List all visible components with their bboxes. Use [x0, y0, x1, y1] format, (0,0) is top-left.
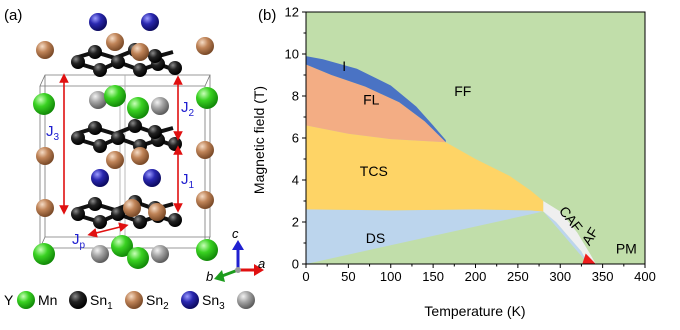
panel-b-label: (b) — [258, 7, 276, 24]
jp-arrow — [87, 222, 129, 238]
j1-label: J1 — [181, 171, 195, 191]
region-ds — [306, 209, 589, 264]
y-tick-label: 2 — [292, 215, 299, 230]
region-tcs — [306, 125, 544, 212]
mn-layer-middle — [71, 119, 182, 153]
region-label-ff: FF — [454, 83, 471, 99]
legend-y-label: Y — [4, 292, 14, 308]
x-tick-label: 350 — [592, 269, 614, 284]
panel-a: (a) — [4, 7, 265, 312]
y-tick-label: 0 — [292, 257, 299, 272]
x-tick-label: 150 — [422, 269, 444, 284]
x-tick-label: 0 — [302, 269, 309, 284]
j3-label: J3 — [46, 123, 60, 143]
y-atoms — [33, 85, 218, 269]
phase-diagram-plot: 0 50 100 150 200 250 300 350 400 0 2 4 6 8 10 12 I FL FF TC… — [285, 5, 656, 285]
legend-mn-swatch — [69, 291, 87, 309]
x-tick-label: 100 — [380, 269, 402, 284]
region-i — [306, 56, 446, 143]
axis-c-label: c — [232, 226, 239, 241]
y-tick-label: 12 — [285, 5, 299, 20]
x-tick-label: 50 — [341, 269, 355, 284]
legend-sn3-swatch — [237, 291, 255, 309]
region-af — [582, 253, 596, 264]
mn-atoms-top — [71, 43, 182, 77]
legend-sn2-label: Sn2 — [146, 292, 169, 312]
mn-layer-top — [71, 43, 182, 77]
sn3-atoms — [89, 13, 161, 187]
x-axis-title: Temperature (K) — [424, 303, 525, 319]
legend-sn3-label: Sn3 — [202, 292, 225, 312]
coupling-arrows — [59, 73, 183, 238]
legend-sn2-swatch — [181, 291, 199, 309]
x-tick-label: 400 — [634, 269, 656, 284]
y-axis-title: Magnetic field (T) — [251, 86, 267, 194]
region-fl — [306, 64, 446, 143]
region-label-tcs: TCS — [360, 163, 388, 179]
sn2-atoms — [36, 33, 214, 221]
j2-label: J2 — [181, 99, 195, 119]
axis-b-label: b — [206, 269, 213, 284]
legend-sn1-label: Sn1 — [90, 292, 113, 312]
region-label-i: I — [342, 58, 346, 74]
region-label-fl: FL — [363, 91, 380, 107]
axis-a-label: a — [258, 256, 265, 271]
legend-mn-label: Mn — [38, 292, 57, 308]
panel-a-label: (a) — [4, 7, 22, 24]
x-tick-label: 300 — [549, 269, 571, 284]
region-label-ds: DS — [366, 230, 385, 246]
y-tick-label: 10 — [285, 47, 299, 62]
crystal-axes: c a b — [206, 226, 265, 284]
legend-sn1-swatch — [125, 291, 143, 309]
sn1-atoms — [89, 91, 169, 263]
atom-legend: Y Mn Sn1 Sn2 Sn3 — [4, 291, 255, 312]
y-tick-label: 8 — [292, 89, 299, 104]
x-tick-label: 200 — [465, 269, 487, 284]
region-label-pm: PM — [616, 241, 637, 257]
coupling-labels: J3 J2 J1 Jp — [46, 99, 195, 251]
legend-y-swatch — [17, 291, 35, 309]
y-tick-label: 4 — [292, 173, 299, 188]
x-tick-label: 250 — [507, 269, 529, 284]
panel-b: (b) Magnetic field (T) Temperature (K) 0… — [251, 5, 656, 320]
jp-label: Jp — [72, 231, 86, 251]
y-tick-label: 6 — [292, 131, 299, 146]
region-caf — [543, 201, 596, 264]
